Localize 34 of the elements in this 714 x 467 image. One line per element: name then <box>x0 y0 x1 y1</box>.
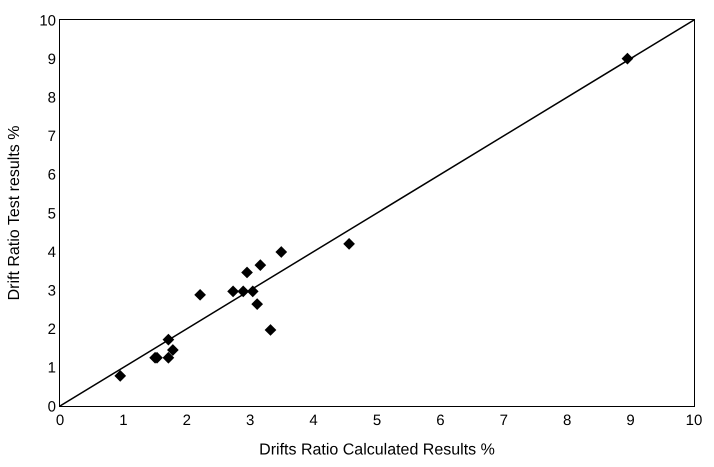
y-tick-label: 8 <box>48 89 56 106</box>
point <box>162 352 174 364</box>
y-tick-label: 7 <box>48 128 56 146</box>
y-tick-label: 2 <box>48 321 56 338</box>
y-tick-label: 1 <box>48 360 56 377</box>
y-tick-label: 6 <box>48 166 56 184</box>
point <box>227 286 239 298</box>
x-axis-title: Drifts Ratio Calculated Results % <box>259 442 495 459</box>
y-tick-label: 5 <box>48 205 56 222</box>
y-tick-label: 3 <box>48 282 56 300</box>
y-axis-title: Drift Ratio Test results % <box>6 126 24 300</box>
x-tick-label: 9 <box>626 412 635 429</box>
point <box>254 259 266 271</box>
point <box>114 370 126 382</box>
point <box>275 246 288 258</box>
x-tick-label: 5 <box>372 412 382 429</box>
x-tick-label: 2 <box>182 412 191 429</box>
point <box>241 266 253 278</box>
y-tick-label: 4 <box>48 244 56 261</box>
x-tick-label: 4 <box>309 412 318 429</box>
x-tick-label: 10 <box>686 412 702 429</box>
point <box>251 298 264 310</box>
x-tick-label: 6 <box>436 412 445 429</box>
x-tick-label: 8 <box>563 412 572 429</box>
y-tick-label: 9 <box>48 50 56 68</box>
point <box>343 238 355 250</box>
x-tick-label: 7 <box>500 412 508 429</box>
x-tick-label: 3 <box>246 412 254 429</box>
point <box>264 324 276 336</box>
point <box>194 288 206 301</box>
y-tick-label: 10 <box>39 12 56 30</box>
x-tick-label: 1 <box>119 412 128 429</box>
y-tick-label: 0 <box>48 398 56 416</box>
point <box>167 344 179 356</box>
